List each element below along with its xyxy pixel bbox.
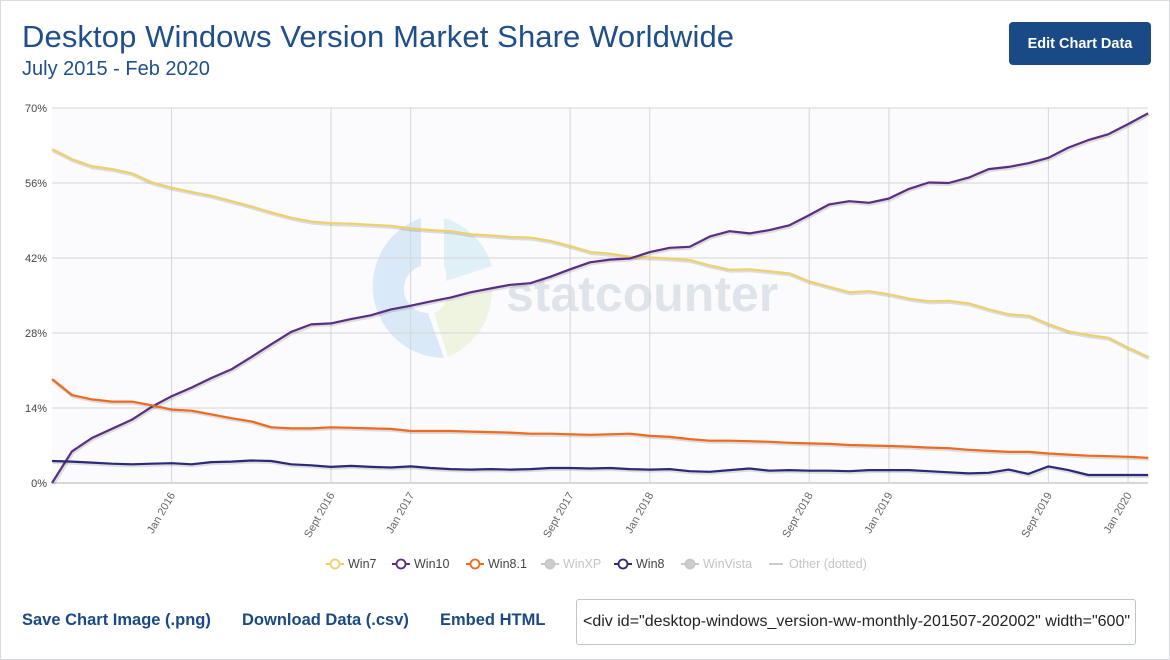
series-line-win8-1 [51,378,1149,459]
series-line-win7 [51,148,1149,359]
y-tick-label: 42% [25,253,47,265]
x-tick-label: Sept 2017 [541,491,576,540]
y-tick-label: 56% [25,178,47,190]
y-tick-label: 70% [25,103,47,115]
x-tick-label: Sept 2019 [1019,491,1054,540]
x-tick-label: Jan 2017 [384,491,417,536]
y-tick-label: 28% [25,328,47,340]
legend-label: Win7 [348,557,377,571]
embed-html-label: Embed HTML [440,611,546,629]
legend-label: Win10 [414,557,449,571]
legend-circle-marker [544,558,556,570]
x-tick-label: Jan 2020 [1102,491,1135,536]
y-tick-label: 0% [31,478,47,490]
embed-code-box[interactable] [576,599,1136,645]
watermark-logo-arc-bottom [434,291,492,357]
chart-legend: Win7 Win10 Win8.1 WinXP Win8 WinVista Other (d… [326,557,867,571]
legend-label: Win8 [636,557,665,571]
watermark-logo-arc-top [444,218,492,281]
y-tick-label: 14% [25,403,47,415]
edit-chart-data-button[interactable]: Edit Chart Data [1009,22,1151,65]
download-data-link[interactable]: Download Data (.csv) [242,611,409,629]
legend-item-winxp[interactable]: WinXP [541,557,601,571]
legend-circle-marker [617,558,629,570]
watermark-text: statcounter [506,266,778,322]
series-shadow-win10 [51,112,1150,486]
embed-code-field[interactable] [577,600,1135,644]
legend-item-other-dotted-[interactable]: Other (dotted) [769,557,867,571]
legend-item-win10[interactable]: Win10 [392,557,449,571]
legend-label: WinVista [703,557,752,571]
x-tick-label: Jan 2016 [145,491,178,536]
x-tick-label: Jan 2019 [863,491,896,536]
legend-item-win8-1[interactable]: Win8.1 [466,557,527,571]
legend-circle-marker [469,558,481,570]
x-tick-label: Sept 2016 [302,491,337,540]
plot-area [52,108,1148,483]
watermark-logo-arc [372,218,444,358]
save-chart-image-link[interactable]: Save Chart Image (.png) [22,611,211,629]
x-tick-label: Sept 2018 [780,491,815,540]
legend-circle-marker [684,558,696,570]
page-title: Desktop Windows Version Market Share Wor… [22,19,735,54]
series-line-win10 [51,112,1149,484]
legend-label: Win8.1 [488,557,527,571]
legend-label: WinXP [563,557,601,571]
line-chart: statcounter 0% 14% 28% 42% 56% 70% Jan 2016 Sept… [25,103,1150,571]
legend-label: Other (dotted) [789,557,867,571]
legend-item-win7[interactable]: Win7 [326,557,377,571]
legend-item-win8[interactable]: Win8 [614,557,665,571]
legend-circle-marker [329,558,341,570]
date-range-subtitle: July 2015 - Feb 2020 [22,58,210,80]
legend-circle-marker [395,558,407,570]
legend-item-winvista[interactable]: WinVista [681,557,752,571]
x-tick-label: Jan 2018 [623,491,656,536]
series-line-win8 [51,459,1148,477]
